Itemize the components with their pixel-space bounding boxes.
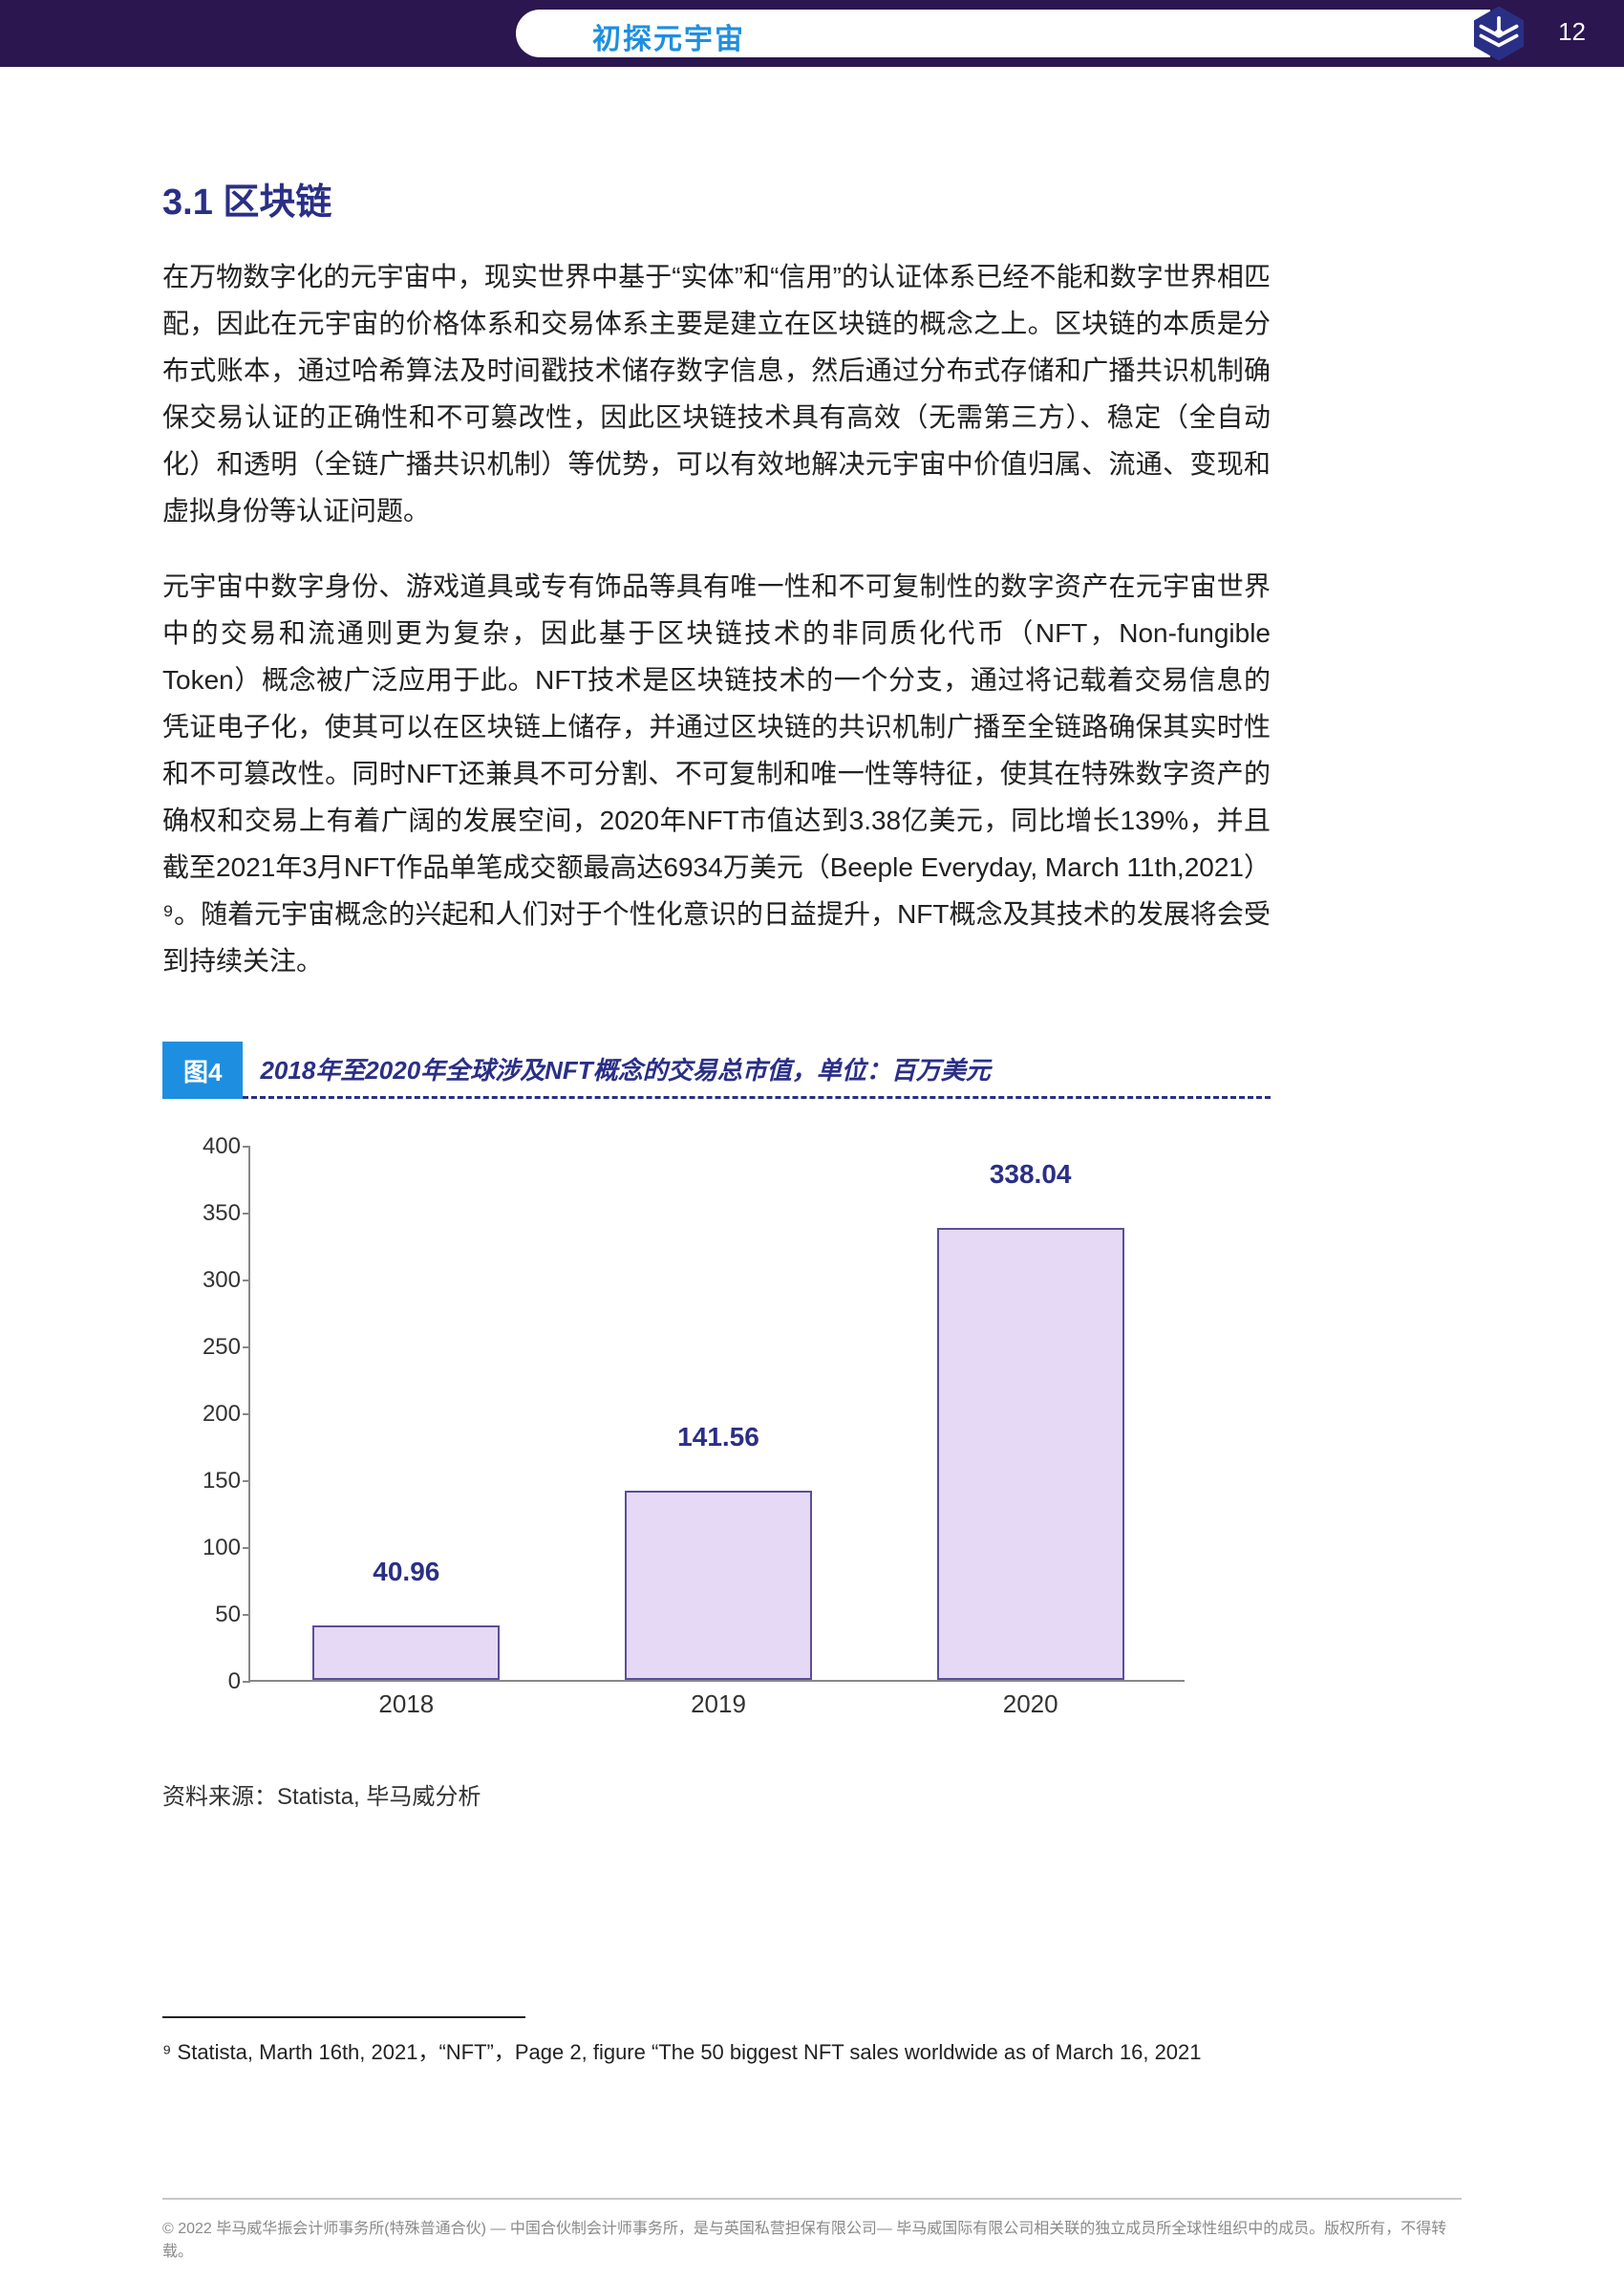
plot-area: 05010015020025030035040040.962018141.562… <box>248 1147 1185 1682</box>
y-tick-mark <box>243 1213 250 1215</box>
y-tick-label: 300 <box>203 1267 241 1294</box>
section-title: 区块链 <box>223 183 331 223</box>
x-tick-label: 2018 <box>378 1689 434 1719</box>
figure-source: 资料来源：Statista, 毕马威分析 <box>162 1777 1271 1811</box>
y-tick-label: 100 <box>203 1535 241 1561</box>
page-number: 12 <box>1558 17 1586 47</box>
header-tab-title: 初探元宇宙 <box>592 15 745 57</box>
page-root: 初探元宇宙 12 3.1 区块链 在万物数字化的元宇宙中，现实世界中基于“实体”… <box>0 0 1624 2280</box>
y-tick-mark <box>243 1346 250 1348</box>
section-heading: 3.1 区块链 <box>162 172 1271 225</box>
figure-label: 图4 <box>162 1042 243 1099</box>
footer-rule <box>162 2198 1462 2200</box>
y-tick-label: 200 <box>203 1401 241 1428</box>
bar <box>625 1491 812 1680</box>
y-tick-mark <box>243 1280 250 1281</box>
footnote-rule <box>162 2016 525 2018</box>
brand-cube-icon <box>1469 4 1528 63</box>
footnote-text: ⁹ Statista, Marth 16th, 2021，“NFT”，Page … <box>162 2035 1462 2066</box>
bar <box>937 1228 1124 1680</box>
content-column: 3.1 区块链 在万物数字化的元宇宙中，现实世界中基于“实体”和“信用”的认证体… <box>162 172 1271 1811</box>
x-tick-label: 2019 <box>691 1689 746 1719</box>
y-tick-mark <box>243 1681 250 1683</box>
y-tick-label: 150 <box>203 1468 241 1495</box>
y-tick-label: 250 <box>203 1334 241 1361</box>
y-tick-mark <box>243 1413 250 1415</box>
figure-title: 2018年至2020年全球涉及NFT概念的交易总市值，单位：百万美元 <box>243 1042 1271 1099</box>
paragraph-1: 在万物数字化的元宇宙中，现实世界中基于“实体”和“信用”的认证体系已经不能和数字… <box>162 253 1271 534</box>
bar-value-label: 40.96 <box>373 1557 439 1587</box>
y-tick-label: 50 <box>215 1602 241 1628</box>
bar <box>312 1625 500 1680</box>
figure-4: 图4 2018年至2020年全球涉及NFT概念的交易总市值，单位：百万美元 0 5… <box>162 1042 1271 1811</box>
y-tick-mark <box>243 1146 250 1148</box>
y-tick-label: 0 <box>228 1668 241 1695</box>
paragraph-2: 元宇宙中数字身份、游戏道具或专有饰品等具有唯一性和不可复制性的数字资产在元宇宙世… <box>162 563 1271 984</box>
y-tick-mark <box>243 1547 250 1549</box>
y-tick-mark <box>243 1480 250 1482</box>
bar-value-label: 338.04 <box>990 1159 1072 1190</box>
y-tick-mark <box>243 1614 250 1616</box>
y-tick-label: 400 <box>203 1133 241 1160</box>
copyright-text: © 2022 毕马威华振会计师事务所(特殊普通合伙) — 中国合伙制会计师事务所… <box>162 2215 1462 2261</box>
y-tick-label: 350 <box>203 1200 241 1227</box>
figure-header: 图4 2018年至2020年全球涉及NFT概念的交易总市值，单位：百万美元 <box>162 1042 1271 1099</box>
nft-bar-chart: 0 50 100 150 200 250 300 350 400 40.96 2018 141.56 2… <box>162 1128 1213 1758</box>
section-number: 3.1 <box>162 183 213 223</box>
x-tick-label: 2020 <box>1003 1689 1058 1719</box>
bar-value-label: 141.56 <box>677 1422 759 1452</box>
